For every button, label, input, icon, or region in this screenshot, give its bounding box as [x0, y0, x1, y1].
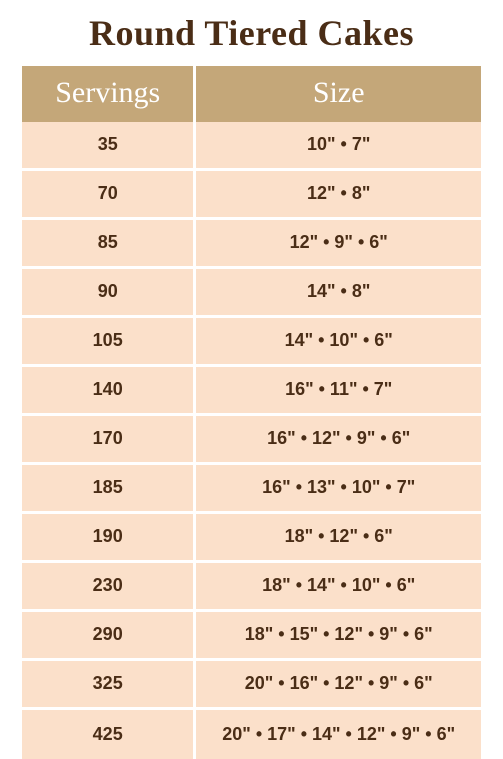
cell-size: 20" • 16" • 12" • 9" • 6": [196, 661, 481, 710]
cell-servings: 85: [22, 220, 196, 269]
cell-servings: 230: [22, 563, 196, 612]
cell-size: 14" • 8": [196, 269, 481, 318]
table-row: 7012" • 8": [22, 171, 481, 220]
page-title: Round Tiered Cakes: [89, 14, 414, 54]
cake-size-table: Servings Size 3510" • 7"7012" • 8"8512" …: [22, 66, 481, 759]
cell-size: 18" • 15" • 12" • 9" • 6": [196, 612, 481, 661]
cell-servings: 290: [22, 612, 196, 661]
table-row: 3510" • 7": [22, 122, 481, 171]
table-header-row: Servings Size: [22, 66, 481, 122]
cell-servings: 140: [22, 367, 196, 416]
table-row: 19018" • 12" • 6": [22, 514, 481, 563]
table-row: 29018" • 15" • 12" • 9" • 6": [22, 612, 481, 661]
table-row: 32520" • 16" • 12" • 9" • 6": [22, 661, 481, 710]
cell-servings: 425: [22, 710, 196, 759]
cell-servings: 90: [22, 269, 196, 318]
cell-size: 18" • 14" • 10" • 6": [196, 563, 481, 612]
table-row: 10514" • 10" • 6": [22, 318, 481, 367]
table-row: 14016" • 11" • 7": [22, 367, 481, 416]
cell-servings: 170: [22, 416, 196, 465]
cell-size: 12" • 9" • 6": [196, 220, 481, 269]
cell-servings: 35: [22, 122, 196, 171]
cell-size: 16" • 13" • 10" • 7": [196, 465, 481, 514]
table-row: 23018" • 14" • 10" • 6": [22, 563, 481, 612]
cell-servings: 105: [22, 318, 196, 367]
header-size: Size: [196, 66, 481, 122]
cell-size: 12" • 8": [196, 171, 481, 220]
cell-size: 20" • 17" • 14" • 12" • 9" • 6": [196, 710, 481, 759]
table-row: 18516" • 13" • 10" • 7": [22, 465, 481, 514]
cell-size: 14" • 10" • 6": [196, 318, 481, 367]
cell-servings: 325: [22, 661, 196, 710]
cell-servings: 70: [22, 171, 196, 220]
table-row: 17016" • 12" • 9" • 6": [22, 416, 481, 465]
table-row: 8512" • 9" • 6": [22, 220, 481, 269]
cell-servings: 190: [22, 514, 196, 563]
table-row: 42520" • 17" • 14" • 12" • 9" • 6": [22, 710, 481, 759]
cell-size: 18" • 12" • 6": [196, 514, 481, 563]
cell-size: 16" • 12" • 9" • 6": [196, 416, 481, 465]
cell-size: 10" • 7": [196, 122, 481, 171]
cell-size: 16" • 11" • 7": [196, 367, 481, 416]
cell-servings: 185: [22, 465, 196, 514]
header-servings: Servings: [22, 66, 196, 122]
table-row: 9014" • 8": [22, 269, 481, 318]
